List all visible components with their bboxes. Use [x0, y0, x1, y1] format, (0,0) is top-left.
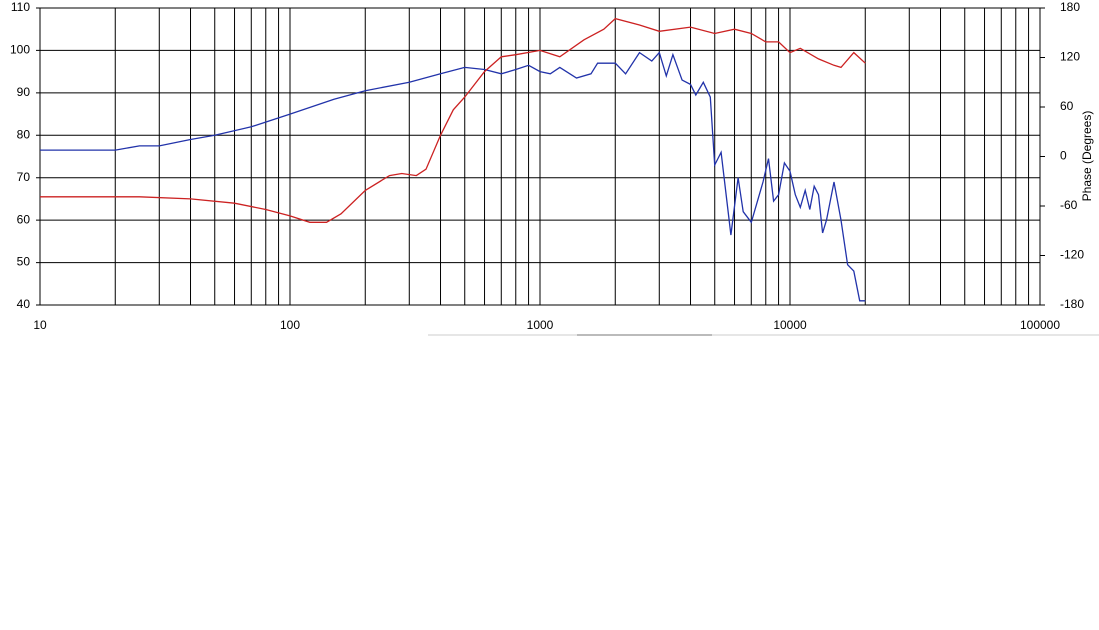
- x-tick-label: 100000: [1020, 318, 1060, 332]
- y2-axis-label: Phase (Degrees): [1080, 111, 1094, 202]
- y-tick-label: 110: [11, 0, 30, 14]
- y-tick-label: 100: [10, 43, 30, 57]
- y-tick-label: 90: [17, 85, 31, 99]
- y-tick-label: 60: [17, 212, 31, 226]
- y2-tick-label: -60: [1060, 198, 1078, 212]
- series-line: [40, 51, 866, 302]
- x-tick-label: 10000: [773, 318, 807, 332]
- x-tick-label: 10: [33, 318, 47, 332]
- x-tick-label: 1000: [527, 318, 554, 332]
- y-tick-label: 40: [17, 297, 31, 311]
- y-tick-label: 50: [17, 255, 31, 269]
- y2-tick-label: 180: [1060, 0, 1080, 14]
- y2-tick-label: 0: [1060, 149, 1067, 163]
- y2-tick-label: -120: [1060, 248, 1084, 262]
- y-tick-label: 80: [17, 127, 31, 141]
- y2-tick-label: 120: [1060, 50, 1080, 64]
- y2-tick-label: 60: [1060, 99, 1074, 113]
- y2-tick-label: -180: [1060, 297, 1084, 311]
- y-tick-label: 70: [17, 170, 31, 184]
- series-line: [40, 17, 866, 223]
- x-tick-label: 100: [280, 318, 300, 332]
